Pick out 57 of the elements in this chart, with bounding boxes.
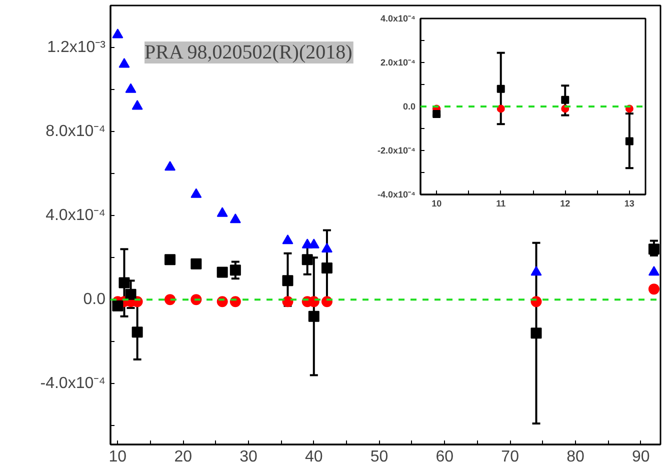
x-tick-label: 20 <box>174 448 192 466</box>
point <box>112 28 124 38</box>
point <box>132 100 143 110</box>
point <box>190 188 202 198</box>
point <box>321 242 332 253</box>
point <box>230 213 241 224</box>
point <box>648 266 660 276</box>
point <box>216 207 228 217</box>
point <box>190 258 202 270</box>
y-tick-label: 2.0x10⁻⁴ <box>380 58 416 68</box>
point <box>164 254 176 266</box>
point <box>112 300 124 312</box>
point <box>216 266 228 278</box>
x-tick-label: 11 <box>496 198 506 208</box>
annotation: PRA 98,020502(R)(2018) <box>144 42 352 64</box>
y-tick-label: 4.0x10⁻⁴ <box>46 207 106 224</box>
point <box>118 58 130 68</box>
y-tick-label: 1.2x10⁻³ <box>47 39 106 56</box>
x-tick-label: 70 <box>501 448 520 466</box>
y-tick-label: 0.0 <box>83 291 106 308</box>
x-tick-label: 30 <box>240 448 258 466</box>
point <box>625 137 634 146</box>
point <box>125 288 136 300</box>
point <box>432 110 441 118</box>
y-tick-label: 0.0 <box>402 102 416 112</box>
point <box>282 234 294 244</box>
y-tick-label: 4.0x10⁻⁴ <box>380 14 416 24</box>
point <box>302 254 313 266</box>
x-tick-label: 12 <box>560 198 570 208</box>
point <box>308 238 320 248</box>
point <box>561 96 570 104</box>
point <box>496 104 505 113</box>
y-tick-label: -4.0x10⁻⁴ <box>40 375 106 392</box>
point <box>530 328 542 339</box>
x-tick-label: 60 <box>436 448 454 466</box>
point <box>530 266 542 276</box>
point <box>125 83 136 93</box>
point <box>132 326 143 338</box>
point <box>230 264 241 276</box>
point <box>308 310 320 322</box>
x-tick-label: 90 <box>632 448 650 466</box>
y-tick-label: 8.0x10⁻⁴ <box>46 123 106 140</box>
x-tick-label: 13 <box>624 198 634 208</box>
x-tick-label: 50 <box>370 448 388 466</box>
point <box>321 262 332 274</box>
point <box>648 244 660 255</box>
point <box>282 275 294 286</box>
y-tick-label: -2.0x10⁻⁴ <box>378 146 416 156</box>
x-tick-label: 40 <box>304 448 323 466</box>
y-tick-label: -4.0x10⁻⁴ <box>378 190 416 200</box>
x-tick-label: 10 <box>432 198 442 208</box>
point <box>648 284 660 295</box>
point <box>496 84 505 93</box>
x-tick-label: 80 <box>566 448 584 466</box>
x-tick-label: 10 <box>108 448 127 466</box>
point <box>164 160 176 171</box>
point <box>118 277 130 288</box>
